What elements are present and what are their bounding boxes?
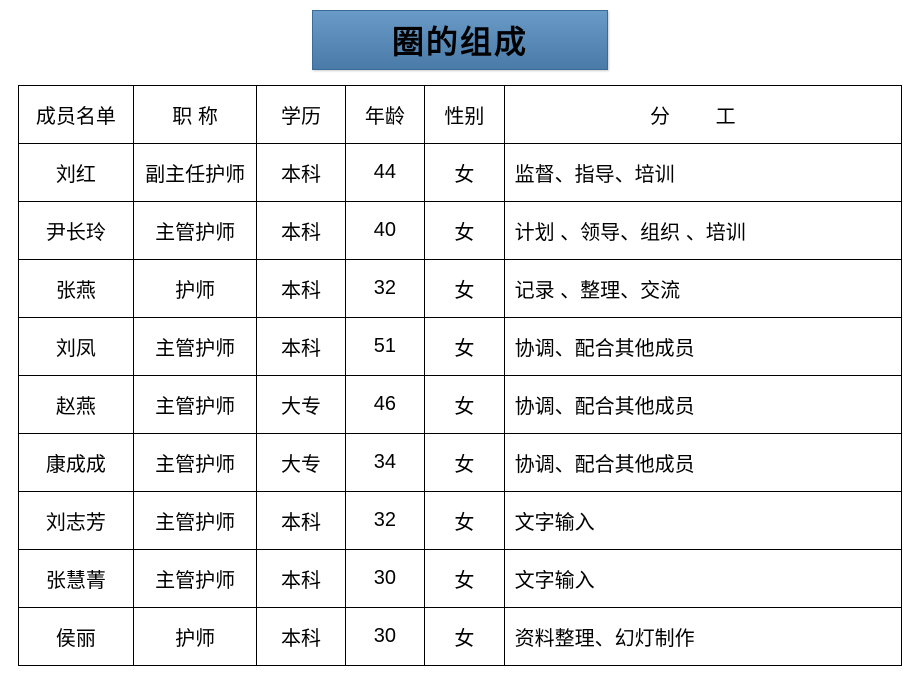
cell-gender: 女 <box>425 144 504 202</box>
cell-duty: 文字输入 <box>504 492 901 550</box>
cell-gender: 女 <box>425 434 504 492</box>
cell-age: 40 <box>345 202 424 260</box>
cell-job-title: 护师 <box>133 260 257 318</box>
cell-education: 大专 <box>257 434 345 492</box>
cell-name: 张燕 <box>19 260 134 318</box>
cell-gender: 女 <box>425 260 504 318</box>
cell-name: 赵燕 <box>19 376 134 434</box>
cell-age: 30 <box>345 550 424 608</box>
cell-job-title: 副主任护师 <box>133 144 257 202</box>
cell-name: 刘志芳 <box>19 492 134 550</box>
header-name: 成员名单 <box>19 86 134 144</box>
cell-age: 32 <box>345 492 424 550</box>
cell-duty: 记录 、整理、交流 <box>504 260 901 318</box>
cell-name: 侯丽 <box>19 608 134 666</box>
table-body: 刘红副主任护师本科44女监督、指导、培训尹长玲主管护师本科40女计划 、领导、组… <box>19 144 902 666</box>
cell-job-title: 主管护师 <box>133 492 257 550</box>
title-box: 圈的组成 <box>312 10 608 70</box>
table-row: 刘志芳主管护师本科32女文字输入 <box>19 492 902 550</box>
cell-gender: 女 <box>425 318 504 376</box>
cell-duty: 协调、配合其他成员 <box>504 318 901 376</box>
cell-education: 本科 <box>257 608 345 666</box>
cell-job-title: 主管护师 <box>133 318 257 376</box>
cell-education: 本科 <box>257 144 345 202</box>
cell-age: 51 <box>345 318 424 376</box>
header-duty: 分 工 <box>504 86 901 144</box>
table-row: 刘凤主管护师本科51女协调、配合其他成员 <box>19 318 902 376</box>
header-education: 学历 <box>257 86 345 144</box>
cell-gender: 女 <box>425 608 504 666</box>
cell-gender: 女 <box>425 550 504 608</box>
cell-gender: 女 <box>425 376 504 434</box>
cell-gender: 女 <box>425 492 504 550</box>
cell-name: 刘红 <box>19 144 134 202</box>
cell-age: 30 <box>345 608 424 666</box>
header-age: 年龄 <box>345 86 424 144</box>
cell-duty: 协调、配合其他成员 <box>504 434 901 492</box>
cell-age: 34 <box>345 434 424 492</box>
cell-job-title: 主管护师 <box>133 550 257 608</box>
table-row: 康成成主管护师大专34女协调、配合其他成员 <box>19 434 902 492</box>
table-row: 张慧菁主管护师本科30女文字输入 <box>19 550 902 608</box>
cell-education: 本科 <box>257 550 345 608</box>
table-row: 尹长玲主管护师本科40女计划 、领导、组织 、培训 <box>19 202 902 260</box>
cell-duty: 文字输入 <box>504 550 901 608</box>
cell-age: 46 <box>345 376 424 434</box>
cell-education: 本科 <box>257 260 345 318</box>
cell-job-title: 护师 <box>133 608 257 666</box>
cell-duty: 协调、配合其他成员 <box>504 376 901 434</box>
cell-duty: 资料整理、幻灯制作 <box>504 608 901 666</box>
page-title: 圈的组成 <box>392 17 528 63</box>
header-job-title: 职 称 <box>133 86 257 144</box>
members-table: 成员名单 职 称 学历 年龄 性别 分 工 刘红副主任护师本科44女监督、指导、… <box>18 85 902 666</box>
table-row: 张燕护师本科32女记录 、整理、交流 <box>19 260 902 318</box>
cell-duty: 监督、指导、培训 <box>504 144 901 202</box>
cell-age: 32 <box>345 260 424 318</box>
cell-education: 大专 <box>257 376 345 434</box>
cell-age: 44 <box>345 144 424 202</box>
cell-education: 本科 <box>257 492 345 550</box>
cell-duty: 计划 、领导、组织 、培训 <box>504 202 901 260</box>
header-gender: 性别 <box>425 86 504 144</box>
table-row: 刘红副主任护师本科44女监督、指导、培训 <box>19 144 902 202</box>
cell-job-title: 主管护师 <box>133 376 257 434</box>
cell-name: 张慧菁 <box>19 550 134 608</box>
cell-name: 康成成 <box>19 434 134 492</box>
table-header-row: 成员名单 职 称 学历 年龄 性别 分 工 <box>19 86 902 144</box>
cell-job-title: 主管护师 <box>133 202 257 260</box>
cell-education: 本科 <box>257 202 345 260</box>
table-row: 赵燕主管护师大专46女协调、配合其他成员 <box>19 376 902 434</box>
cell-job-title: 主管护师 <box>133 434 257 492</box>
cell-name: 尹长玲 <box>19 202 134 260</box>
cell-name: 刘凤 <box>19 318 134 376</box>
cell-education: 本科 <box>257 318 345 376</box>
cell-gender: 女 <box>425 202 504 260</box>
table-row: 侯丽护师本科30女资料整理、幻灯制作 <box>19 608 902 666</box>
